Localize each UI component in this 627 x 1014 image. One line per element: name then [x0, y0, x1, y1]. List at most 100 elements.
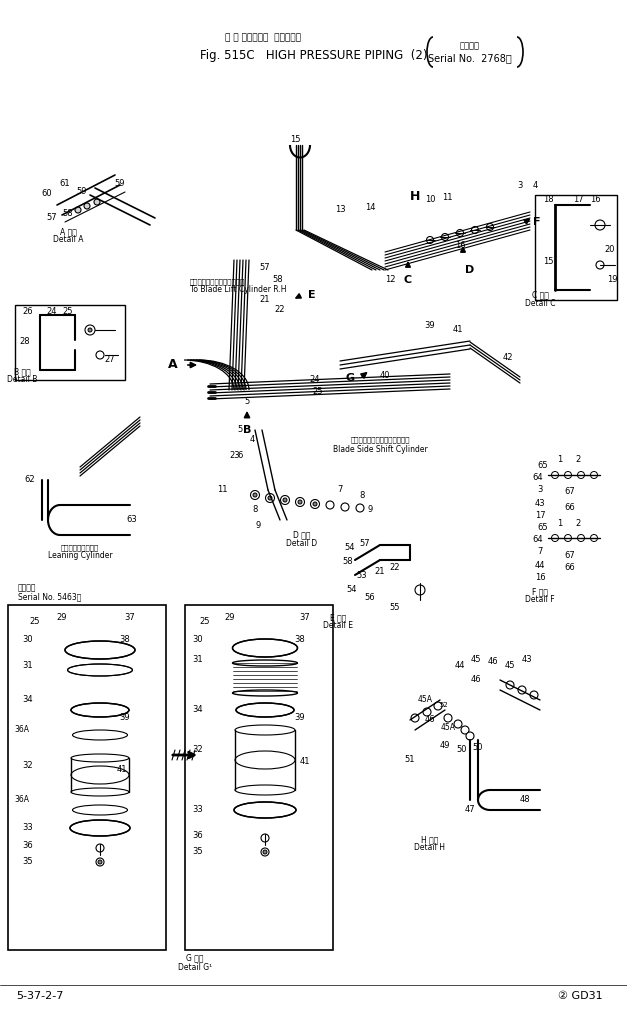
Circle shape [280, 496, 290, 505]
Text: 37: 37 [300, 613, 310, 623]
Circle shape [295, 498, 305, 507]
Text: 55: 55 [390, 603, 400, 612]
Circle shape [326, 501, 334, 509]
Text: 適用号機: 適用号機 [18, 583, 36, 592]
Text: 33: 33 [192, 805, 203, 814]
Bar [185, 605, 333, 950]
Circle shape [434, 702, 442, 710]
Text: 36: 36 [23, 841, 33, 850]
Circle shape [552, 472, 559, 479]
Circle shape [88, 328, 92, 332]
Text: 32: 32 [192, 745, 203, 754]
Text: 58: 58 [63, 209, 73, 217]
Text: 41: 41 [453, 325, 463, 335]
Text: 44: 44 [535, 561, 545, 570]
Text: 53: 53 [357, 571, 367, 579]
Text: 46: 46 [488, 657, 498, 666]
Ellipse shape [236, 703, 294, 717]
Text: 1: 1 [557, 518, 562, 527]
Text: 5: 5 [245, 397, 250, 407]
Text: C 詳細: C 詳細 [532, 290, 549, 299]
Bar [15, 305, 125, 380]
Text: 66: 66 [565, 564, 576, 573]
Text: 37: 37 [125, 613, 135, 623]
Circle shape [426, 236, 433, 243]
Text: 43: 43 [522, 655, 532, 664]
Text: 11: 11 [442, 193, 452, 202]
Circle shape [552, 534, 559, 541]
Text: E 詳細: E 詳細 [330, 613, 346, 623]
Text: 35: 35 [23, 858, 33, 867]
Text: 16: 16 [455, 240, 465, 249]
Text: 45: 45 [505, 660, 515, 669]
Text: 32: 32 [23, 760, 33, 770]
Text: E: E [308, 290, 316, 300]
Text: 24: 24 [310, 375, 320, 384]
Ellipse shape [235, 751, 295, 769]
Text: 56: 56 [365, 593, 376, 602]
Text: 3: 3 [537, 486, 543, 495]
Text: Detail C: Detail C [525, 298, 556, 307]
Circle shape [461, 726, 469, 734]
Text: 52: 52 [440, 702, 448, 708]
Text: 17: 17 [572, 196, 583, 205]
Circle shape [591, 534, 598, 541]
Text: 22: 22 [275, 305, 285, 314]
Circle shape [261, 834, 269, 842]
Text: 2: 2 [576, 518, 581, 527]
Text: 18: 18 [543, 196, 553, 205]
Text: 61: 61 [60, 178, 70, 188]
Text: 23: 23 [229, 450, 240, 459]
Text: G 詳細: G 詳細 [186, 953, 204, 962]
Circle shape [444, 714, 452, 722]
Text: 適用号機: 適用号機 [460, 42, 480, 51]
Text: To Blade Lift Cylinder R.H: To Blade Lift Cylinder R.H [190, 286, 287, 294]
Text: 57: 57 [46, 213, 57, 221]
Text: 7: 7 [337, 486, 343, 495]
Text: 31: 31 [192, 655, 203, 664]
Text: Blade Side Shift Cylinder: Blade Side Shift Cylinder [333, 445, 428, 454]
Ellipse shape [71, 766, 129, 784]
Ellipse shape [68, 664, 132, 676]
Text: 7: 7 [537, 548, 543, 557]
Text: 39: 39 [295, 714, 305, 723]
Text: Detail E: Detail E [323, 622, 353, 631]
Text: 54: 54 [345, 544, 356, 553]
Text: Serial No.  2768～: Serial No. 2768～ [428, 53, 512, 63]
Text: 58: 58 [343, 558, 353, 567]
Text: 25: 25 [29, 618, 40, 627]
Text: 57: 57 [360, 538, 371, 548]
Text: G: G [345, 373, 354, 383]
Text: A 詳細: A 詳細 [60, 227, 76, 236]
Text: 63: 63 [127, 515, 137, 524]
Text: 27: 27 [105, 356, 115, 364]
Ellipse shape [70, 820, 130, 836]
Text: D: D [465, 265, 475, 275]
Text: 43: 43 [535, 499, 545, 507]
Text: ② GD31: ② GD31 [557, 991, 603, 1001]
Text: Leaning Cylinder: Leaning Cylinder [48, 552, 112, 561]
Circle shape [96, 351, 104, 359]
Text: 15: 15 [543, 258, 553, 267]
Text: Detail B: Detail B [7, 375, 37, 384]
Circle shape [456, 229, 463, 236]
Text: 50: 50 [456, 745, 467, 754]
Ellipse shape [73, 730, 127, 740]
Text: 36A: 36A [14, 725, 29, 734]
Text: F: F [533, 217, 540, 227]
Circle shape [75, 207, 81, 213]
Circle shape [94, 199, 100, 205]
Text: 21: 21 [260, 295, 270, 304]
Text: Detail D: Detail D [287, 538, 317, 548]
Text: 29: 29 [57, 613, 67, 623]
Text: 12: 12 [385, 276, 395, 285]
Circle shape [564, 534, 571, 541]
Text: 11: 11 [217, 486, 227, 495]
Text: 29: 29 [224, 613, 235, 623]
Circle shape [411, 714, 419, 722]
Text: ハ イ プレッシャ  ハイピング: ハ イ プレッシャ ハイピング [225, 33, 301, 43]
Text: Detail H: Detail H [414, 844, 446, 853]
Circle shape [341, 503, 349, 511]
Text: B 詳細: B 詳細 [14, 367, 30, 376]
Text: 4: 4 [250, 435, 255, 444]
